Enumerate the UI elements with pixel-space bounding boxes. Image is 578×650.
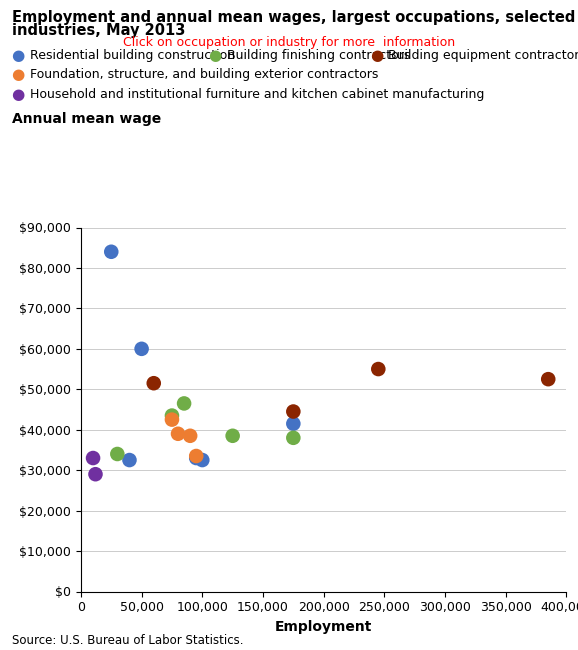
Residential building construction	[288, 419, 298, 429]
Text: industries, May 2013: industries, May 2013	[12, 23, 185, 38]
Text: Household and institutional furniture and kitchen cabinet manufacturing: Household and institutional furniture an…	[30, 88, 484, 101]
Building finishing contractors	[288, 433, 298, 443]
Text: Click on occupation or industry for more  information: Click on occupation or industry for more…	[123, 36, 455, 49]
Building equipment contractors	[543, 374, 553, 384]
Building finishing contractors	[113, 448, 122, 459]
Text: Building equipment contractors: Building equipment contractors	[388, 49, 578, 62]
Text: Building finishing contractors: Building finishing contractors	[227, 49, 410, 62]
Building equipment contractors	[373, 364, 383, 374]
Text: Residential building construction: Residential building construction	[30, 49, 235, 62]
Household and institutional furniture and kitchen cabinet manufacturing	[88, 453, 98, 463]
Building finishing contractors	[228, 430, 237, 441]
Foundation, structure, and building exterior contractors	[186, 430, 195, 441]
Building equipment contractors	[288, 406, 298, 417]
Residential building construction	[125, 455, 134, 465]
Building finishing contractors	[179, 398, 188, 409]
Residential building construction	[192, 453, 201, 463]
Foundation, structure, and building exterior contractors	[192, 451, 201, 462]
Residential building construction	[198, 455, 207, 465]
Text: ●: ●	[12, 47, 25, 63]
Text: Annual mean wage: Annual mean wage	[12, 112, 161, 126]
Text: ●: ●	[12, 67, 25, 83]
Text: Foundation, structure, and building exterior contractors: Foundation, structure, and building exte…	[30, 68, 379, 81]
Text: ●: ●	[208, 47, 221, 63]
Text: Source: U.S. Bureau of Labor Statistics.: Source: U.S. Bureau of Labor Statistics.	[12, 634, 243, 647]
Residential building construction	[106, 246, 116, 257]
Household and institutional furniture and kitchen cabinet manufacturing	[91, 469, 100, 480]
X-axis label: Employment: Employment	[275, 620, 372, 634]
Text: ●: ●	[12, 86, 25, 102]
Text: ●: ●	[370, 47, 383, 63]
Residential building construction	[137, 344, 146, 354]
Building equipment contractors	[149, 378, 158, 389]
Text: Employment and annual mean wages, largest occupations, selected housing-related: Employment and annual mean wages, larges…	[12, 10, 578, 25]
Foundation, structure, and building exterior contractors	[173, 428, 183, 439]
Foundation, structure, and building exterior contractors	[168, 415, 177, 425]
Building finishing contractors	[168, 410, 177, 421]
